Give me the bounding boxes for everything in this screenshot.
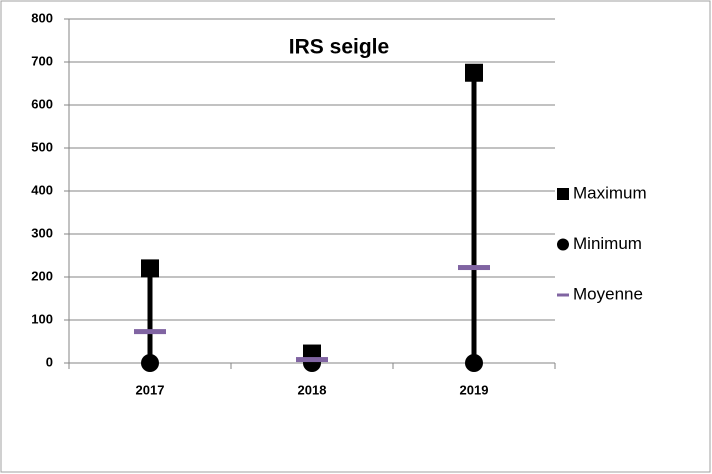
y-tick-label: 300 (31, 225, 53, 240)
x-tick-label: 2017 (136, 382, 165, 397)
marker-dash (458, 265, 490, 271)
y-tick-label: 400 (31, 182, 53, 197)
y-tick-label: 100 (31, 311, 53, 326)
chart-title: IRS seigle (289, 36, 389, 59)
legend-label: Moyenne (573, 284, 643, 303)
x-tick-label: 2019 (460, 382, 489, 397)
x-tick-label: 2018 (298, 382, 327, 397)
legend-swatch (557, 238, 569, 251)
legend-label: Minimum (573, 234, 642, 253)
y-tick-label: 500 (31, 139, 53, 154)
legend-swatch (557, 188, 569, 200)
y-tick-label: 0 (46, 354, 53, 369)
marker-circle (465, 354, 483, 372)
marker-square (141, 259, 159, 278)
legend-label: Maximum (573, 183, 647, 202)
marker-dash (296, 357, 328, 363)
legend-swatch (557, 293, 569, 297)
marker-square (465, 63, 483, 82)
y-tick-label: 200 (31, 268, 53, 283)
y-tick-label: 700 (31, 53, 53, 68)
marker-circle (303, 354, 321, 372)
y-tick-label: 600 (31, 96, 53, 111)
marker-dash (134, 329, 166, 335)
marker-circle (141, 354, 159, 372)
y-tick-label: 800 (31, 10, 53, 25)
